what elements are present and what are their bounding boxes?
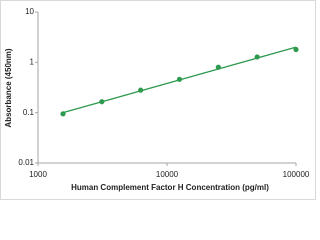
y-tick-label: 0.01: [18, 158, 34, 167]
x-axis-title: Human Complement Factor H Concentration …: [71, 183, 269, 192]
data-point: [138, 87, 144, 93]
data-point: [60, 111, 66, 117]
x-tick-label: 1000: [29, 170, 47, 179]
chart-frame: [0, 0, 316, 200]
page: {"chart_data": {"type": "scatter", "x_la…: [0, 0, 316, 200]
y-tick-label: 1: [30, 57, 35, 66]
y-tick-label: 10: [25, 7, 34, 16]
x-tick-label: 10000: [156, 170, 179, 179]
data-point: [215, 64, 221, 70]
y-tick-label: 0.1: [23, 108, 35, 117]
data-point: [99, 99, 105, 105]
data-point: [176, 76, 183, 82]
chart: Human Complement Factor H Concentration …: [0, 0, 316, 200]
data-point: [293, 46, 299, 53]
y-axis-title: Absorbance (450nm): [4, 48, 13, 127]
x-tick-label: 100000: [283, 170, 310, 179]
data-point: [254, 54, 260, 60]
